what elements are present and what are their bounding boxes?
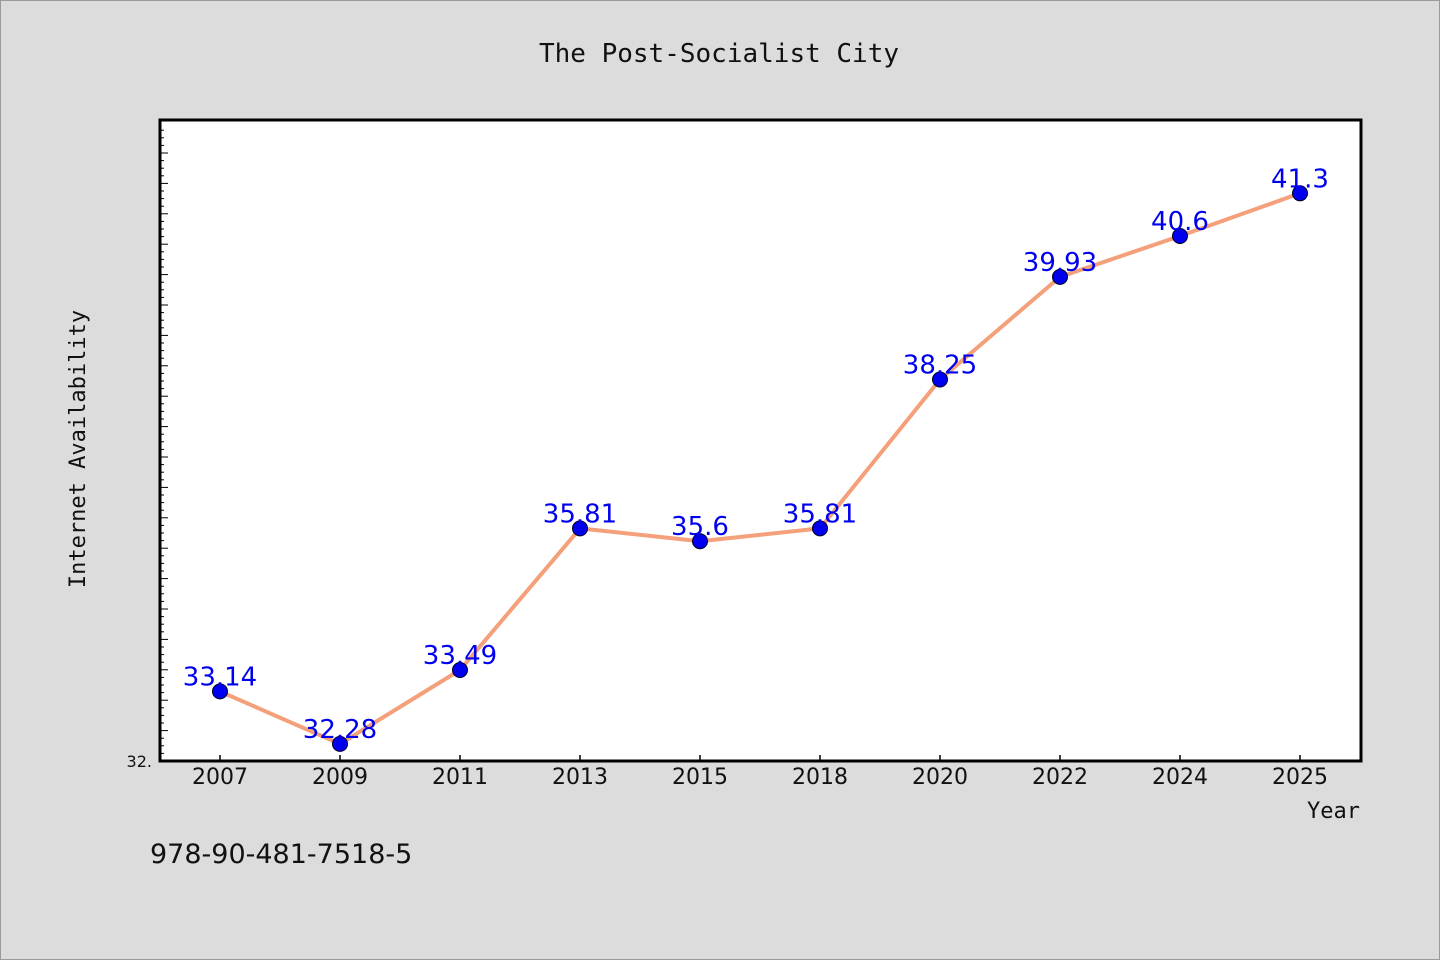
x-tick-label-2009: 2009: [312, 765, 368, 790]
footer-text: 978-90-481-7518-5: [150, 839, 412, 870]
x-tick-label-2013: 2013: [552, 765, 608, 790]
x-tick-label-2022: 2022: [1032, 765, 1088, 790]
y-axis-title: Internet Availability: [66, 310, 91, 588]
data-label-2015: 35.6: [671, 512, 729, 542]
x-tick-label-2015: 2015: [672, 765, 728, 790]
data-label-2020: 38.25: [903, 351, 977, 381]
plot-area: [158, 118, 1363, 763]
x-tick-label-2018: 2018: [792, 765, 848, 790]
marker-2025: [1292, 185, 1308, 202]
data-label-2025: 41.3: [1271, 164, 1329, 194]
y-axis-tick-label: 32.: [127, 752, 152, 771]
marker-2024: [1172, 228, 1188, 244]
x-axis-ticks: [219, 755, 1301, 761]
x-tick-label-2011: 2011: [432, 765, 488, 790]
marker-2013: [572, 520, 588, 537]
chart-title: The Post-Socialist City: [539, 39, 899, 69]
y-axis-ticks: [160, 129, 168, 762]
marker-2007: [212, 683, 228, 700]
x-tick-label-2025: 2025: [1272, 765, 1328, 790]
data-label-2011: 33.49: [423, 641, 497, 671]
data-label-2007: 33.14: [183, 662, 257, 692]
marker-2022: [1052, 268, 1068, 285]
x-tick-label-2020: 2020: [912, 765, 968, 790]
data-label-2018: 35.81: [783, 499, 857, 529]
series-line: [218, 191, 1302, 746]
data-label-2009: 32.28: [303, 715, 377, 745]
marker-2009: [332, 735, 348, 752]
marker-2018: [812, 520, 828, 537]
x-axis-tick-labels: 2007 2009 2011 2013 2015 2018 2020 2022 2024 2025: [192, 765, 1328, 790]
data-label-2022: 39.93: [1023, 248, 1097, 278]
x-axis-title: Year: [1307, 799, 1360, 824]
x-tick-label-2007: 2007: [192, 765, 248, 790]
data-label-2013: 35.81: [543, 499, 617, 529]
series-markers: [212, 185, 1308, 752]
marker-2015: [692, 533, 708, 550]
data-labels: 33.14 32.28 33.49 35.81 35.6 35.81 38.25 39.93 4…: [183, 164, 1329, 745]
marker-2020: [932, 371, 948, 388]
x-tick-label-2024: 2024: [1152, 765, 1208, 790]
data-label-2024: 40.6: [1151, 207, 1209, 237]
marker-2011: [452, 662, 468, 678]
